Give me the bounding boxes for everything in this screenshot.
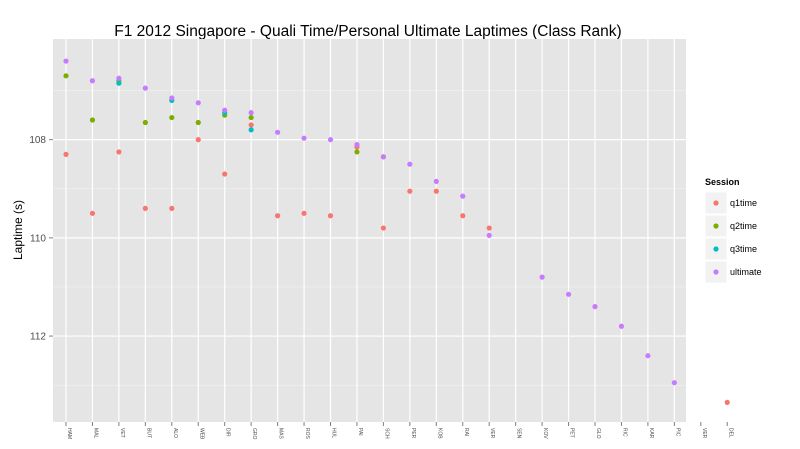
point-q1time — [433, 188, 439, 194]
point-ultimate — [618, 323, 625, 329]
x-tick-label: GRO — [251, 428, 257, 440]
point-ultimate — [354, 141, 360, 148]
x-tick-label: RIC — [621, 428, 627, 437]
point-q1time — [460, 213, 466, 219]
x-tick-label: KOV — [542, 428, 548, 439]
x-tick-label: VER — [701, 428, 707, 439]
x-tick-label: KOB — [436, 428, 442, 439]
point-ultimate — [539, 274, 545, 280]
point-ultimate — [248, 110, 254, 116]
point-q1time — [486, 225, 492, 231]
x-axis-ticks: HAM MAL VET BUT ALO WEB DIR GRO MAS ROS HUL PAI SCH P… — [65, 422, 733, 440]
point-q2time — [142, 119, 148, 126]
legend-marker — [713, 200, 719, 206]
point-ultimate — [275, 129, 281, 135]
y-tick-label: 112 — [30, 332, 46, 343]
x-tick-label: HAM — [66, 428, 72, 439]
point-q2time — [248, 114, 254, 121]
x-tick-label: SEN — [516, 428, 522, 439]
x-tick-label: DEL — [727, 428, 733, 438]
point-ultimate — [433, 178, 439, 184]
y-axis-ticks: 108 110 112 — [29, 135, 53, 343]
point-ultimate — [486, 232, 492, 239]
point-ultimate — [327, 137, 334, 143]
point-ultimate — [63, 58, 69, 64]
x-tick-label: SCH — [383, 428, 389, 439]
point-ultimate — [89, 78, 96, 84]
y-tick-label: 110 — [30, 233, 46, 244]
point-ultimate — [460, 193, 466, 199]
x-tick-label: ROS — [304, 428, 310, 440]
x-tick-label: MAS — [278, 428, 284, 440]
legend-label: q2time — [730, 221, 757, 231]
point-q2time — [89, 117, 96, 123]
point-q1time — [301, 210, 307, 216]
legend-marker — [713, 246, 719, 252]
x-tick-label: VER — [489, 428, 495, 439]
point-q1time — [222, 171, 228, 177]
x-tick-label: DIR — [225, 428, 231, 437]
legend: Session q1time q2time q3time ultimate — [704, 177, 762, 284]
point-ultimate — [116, 75, 122, 81]
x-tick-label: PER — [410, 428, 416, 439]
point-ultimate — [592, 304, 598, 310]
point-ultimate — [301, 135, 307, 141]
x-tick-label: VET — [119, 428, 125, 438]
legend-label: ultimate — [730, 267, 762, 277]
point-q1time — [380, 225, 386, 231]
point-q1time — [724, 399, 730, 405]
point-ultimate — [645, 353, 651, 359]
x-tick-label: GLO — [595, 428, 601, 439]
point-q1time — [89, 210, 96, 216]
point-q1time — [116, 149, 122, 155]
point-q1time — [327, 213, 334, 219]
point-ultimate — [671, 380, 677, 386]
x-tick-label: PET — [569, 428, 575, 438]
legend-marker — [713, 269, 719, 275]
point-ultimate — [142, 85, 148, 91]
point-ultimate — [169, 95, 175, 101]
x-tick-label: RAI — [463, 428, 469, 436]
point-ultimate — [195, 100, 201, 106]
x-tick-label: ALO — [172, 428, 178, 438]
point-ultimate — [380, 154, 386, 160]
legend-label: q3time — [730, 244, 757, 254]
x-tick-label: KAR — [648, 428, 654, 439]
legend-label: q1time — [730, 198, 757, 208]
point-q1time — [63, 151, 69, 157]
x-tick-label: WEB — [198, 428, 204, 440]
point-q1time — [275, 213, 281, 219]
y-tick-label: 108 — [29, 135, 46, 146]
point-q2time — [195, 119, 201, 126]
data-points — [63, 58, 730, 405]
chart-title: F1 2012 Singapore - Quali Time/Personal … — [114, 23, 621, 40]
point-q2time — [354, 149, 360, 155]
point-q1time — [195, 137, 201, 143]
y-axis-label: Laptime (s) — [11, 200, 25, 260]
point-q2time — [63, 73, 69, 79]
point-ultimate — [565, 291, 572, 297]
point-q3time — [116, 80, 122, 86]
point-q1time — [407, 188, 413, 194]
legend-title: Session — [705, 177, 740, 187]
x-tick-label: PAI — [357, 428, 363, 436]
point-q1time — [142, 205, 148, 212]
plot-panel — [53, 39, 686, 422]
x-tick-label: MAL — [92, 428, 98, 439]
point-q2time — [169, 114, 175, 121]
point-q1time — [248, 122, 254, 128]
point-ultimate — [407, 161, 413, 167]
x-tick-label: BUT — [145, 428, 151, 438]
legend-marker — [713, 223, 719, 229]
point-q1time — [169, 205, 175, 212]
point-q3time — [248, 127, 254, 133]
point-ultimate — [222, 107, 228, 113]
x-tick-label: HUL — [331, 428, 337, 438]
x-tick-label: PIC — [674, 428, 680, 437]
